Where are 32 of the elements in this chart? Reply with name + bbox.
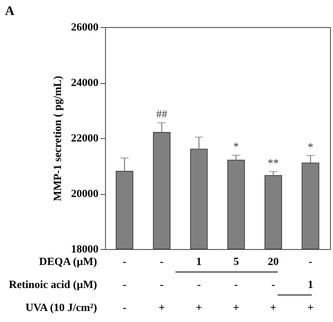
text: Retinoic acid (μM): [8, 279, 98, 291]
text: -: [122, 279, 127, 291]
text: +: [232, 302, 240, 314]
text: -: [122, 302, 127, 314]
y-tick-label: 26000: [71, 22, 99, 34]
y-tick-label: 24000: [71, 77, 99, 89]
text: A: [5, 3, 15, 18]
data-label: ##: [156, 108, 168, 121]
y-tick-label: 18000: [71, 244, 99, 256]
text: DEQA (μM): [39, 256, 98, 268]
y-tick-label: 20000: [71, 188, 99, 200]
text: -: [122, 256, 127, 268]
text: -: [271, 279, 276, 291]
y-tick-label: 22000: [71, 132, 99, 144]
text: UVA (10 J/cm²): [25, 302, 98, 314]
text: -: [160, 256, 164, 268]
text: 1: [308, 279, 314, 291]
text: 1: [196, 256, 202, 268]
text: +: [158, 302, 165, 314]
text: 5: [233, 256, 240, 268]
text: -: [234, 279, 238, 291]
data-label: **: [268, 158, 279, 170]
text: +: [270, 302, 276, 314]
data-label: *: [233, 141, 239, 154]
y-axis-title: MMP-1 secretion ( pg/mL): [52, 76, 64, 202]
text: -: [197, 279, 202, 291]
text: -: [308, 256, 313, 268]
text: 20: [268, 256, 280, 268]
text: +: [307, 302, 314, 314]
data-label: *: [308, 141, 314, 154]
text: -: [160, 279, 164, 291]
text: +: [196, 302, 202, 314]
